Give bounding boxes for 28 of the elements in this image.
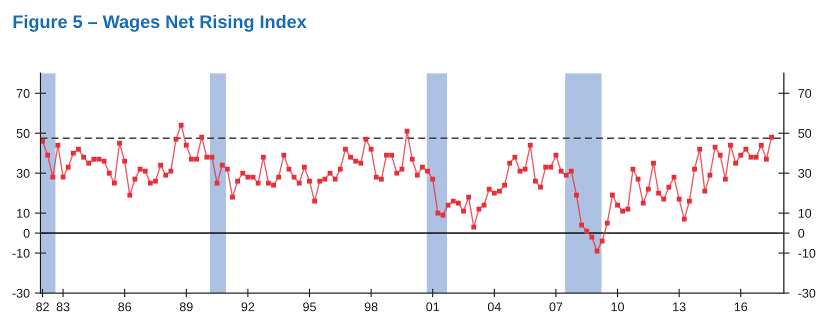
y2-tick-label: 50 bbox=[798, 129, 812, 138]
x-tick-label: 92 bbox=[242, 302, 254, 312]
y2-tick-label: 70 bbox=[798, 89, 812, 98]
y2-tick-label: -30 bbox=[798, 288, 816, 298]
y2-tick-label: 30 bbox=[798, 168, 812, 178]
y-tick-label: 30 bbox=[16, 168, 30, 178]
y2-tick-label: -10 bbox=[798, 248, 816, 258]
x-tick-label: 01 bbox=[426, 302, 440, 312]
chart-title: Figure 5 – Wages Net Rising Index bbox=[14, 14, 307, 32]
y2-tick-label: 10 bbox=[798, 208, 812, 218]
y-tick-label: 10 bbox=[17, 208, 30, 218]
x-tick-label: 82 bbox=[36, 302, 49, 312]
x-tick-label: 98 bbox=[364, 302, 378, 312]
y-tick-label: 50 bbox=[16, 129, 30, 138]
x-tick-label: 83 bbox=[56, 302, 70, 312]
x-tick-label: 89 bbox=[180, 302, 193, 312]
x-tick-label: 95 bbox=[303, 302, 316, 312]
y-tick-label: -10 bbox=[12, 248, 30, 258]
y2-tick-label: 0 bbox=[798, 228, 804, 238]
y-tick-label: 0 bbox=[24, 228, 30, 238]
x-tick-label: 86 bbox=[118, 302, 132, 312]
x-tick-label: 04 bbox=[488, 302, 501, 312]
y-tick-label: 70 bbox=[16, 89, 30, 98]
x-tick-label: 16 bbox=[734, 302, 748, 312]
y-tick-label: -30 bbox=[12, 288, 30, 298]
x-tick-label: 10 bbox=[612, 302, 624, 312]
x-tick-label: 07 bbox=[549, 302, 562, 312]
x-tick-label: 13 bbox=[673, 302, 686, 312]
